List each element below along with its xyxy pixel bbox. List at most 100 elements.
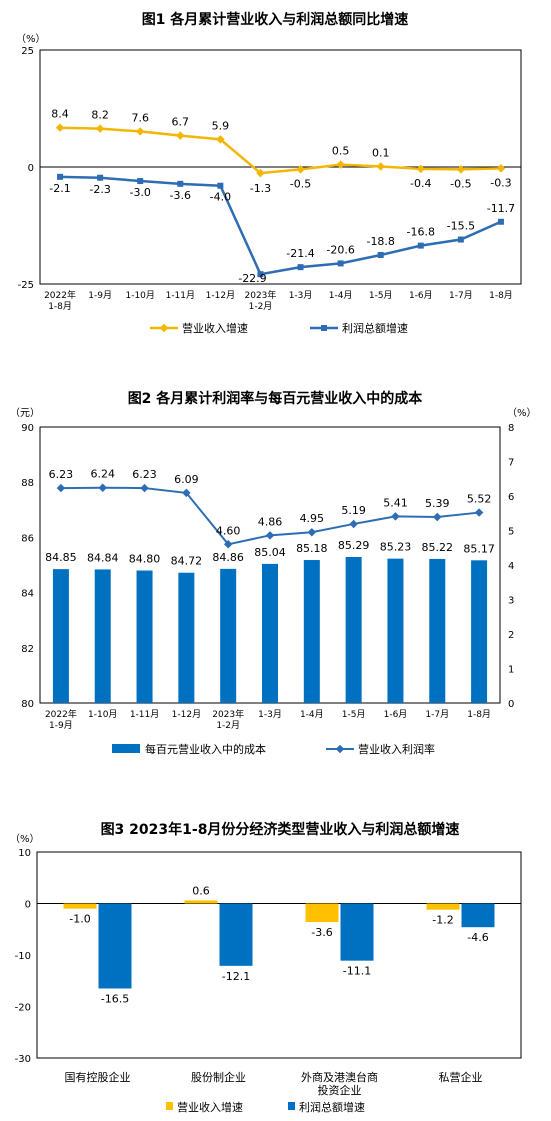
chart1-data-label: -0.5 [290, 177, 311, 190]
chart1-point [57, 173, 64, 180]
chart1-legend-marker [321, 325, 327, 331]
chart2-bar [136, 570, 153, 703]
chart2-x-tick: 1-10月 [88, 709, 117, 720]
chart1-x-tick: 1-10月 [125, 290, 154, 301]
chart2-bar [345, 556, 362, 703]
chart2-y-tick-right: 6 [508, 492, 514, 503]
chart1-legend-marker [159, 323, 169, 333]
chart1-data-label: 7.6 [131, 111, 149, 124]
chart1-data-label: 6.7 [172, 116, 190, 129]
chart1-data-label: -2.1 [49, 182, 70, 195]
chart1-point [337, 260, 344, 267]
chart1-x-tick: 1-5月 [369, 290, 393, 301]
chart2-bar [178, 572, 195, 703]
chart3-economic-type-growth: 图3 2023年1-8月份分经济类型营业收入与利润总额增速 （%） 10 0 -10 -2… [10, 821, 522, 1114]
chart1-data-label: -4.0 [210, 191, 231, 204]
chart3-bar-label: -11.1 [343, 965, 371, 978]
chart2-bar-label: 84.85 [45, 551, 77, 564]
chart1-y-tick: -25 [18, 280, 34, 291]
chart2-y-tick-left: 86 [21, 533, 34, 544]
chart2-line-point [307, 527, 317, 537]
chart3-y-unit: （%） [10, 833, 40, 845]
chart1-x-tick: 1-11月 [166, 290, 195, 301]
chart3-legend-label: 营业收入增速 [177, 1100, 243, 1114]
chart2-y-tick-right: 3 [508, 596, 514, 607]
chart2-line-label: 6.23 [132, 468, 157, 481]
chart1-point [456, 165, 466, 174]
chart1-point [95, 124, 105, 133]
chart2-bar-label: 85.17 [463, 542, 495, 555]
chart3-x-tick: 股份制企业 [191, 1070, 246, 1084]
chart2-bar-label: 85.29 [338, 539, 370, 552]
chart2-y-tick-left: 82 [21, 644, 34, 655]
chart1-data-label: -22.9 [238, 272, 266, 285]
chart3-y-tick: -30 [15, 1054, 31, 1065]
chart3-y-tick: -10 [15, 951, 31, 962]
chart2-bar [387, 558, 404, 703]
chart2-line-label: 5.52 [467, 493, 492, 506]
chart1-point [376, 162, 385, 171]
chart1-point [216, 135, 225, 144]
chart1-data-label: 8.2 [91, 109, 109, 122]
chart1-x-tick: 1-6月 [409, 290, 433, 301]
chart1-x-tick: 1-3月 [289, 290, 313, 301]
chart2-y-tick-left: 90 [21, 423, 34, 434]
chart2-x-tick: 1-12月 [172, 709, 201, 720]
chart2-x-tick: 1-11月 [130, 709, 159, 720]
chart2-y-tick-right: 2 [508, 630, 514, 641]
chart2-line-point [349, 519, 358, 529]
chart1-x-tick: 1-12月 [206, 290, 235, 301]
chart1-title: 图1 各月累计营业收入与利润总额同比增速 [142, 11, 409, 28]
chart2-line-point [98, 483, 107, 492]
chart2-line-label: 6.23 [49, 468, 74, 481]
chart1-data-label: -1.3 [250, 182, 271, 195]
chart1-point [177, 180, 184, 187]
chart2-bar [52, 569, 69, 703]
chart2-x-tick: 2023年 [212, 708, 244, 720]
chart2-line-point [140, 483, 149, 493]
chart3-bar-label: -16.5 [101, 992, 129, 1005]
chart2-bar-label: 85.04 [254, 546, 286, 559]
chart1-revenue-profit-growth: 图1 各月累计营业收入与利润总额同比增速（%）250-252022年1-8月1-… [16, 11, 522, 335]
chart2-x-tick: 1-3月 [258, 709, 282, 720]
chart1-data-label: 0.1 [372, 147, 390, 160]
chart1-data-label: -11.7 [487, 202, 515, 215]
chart1-point [97, 174, 104, 181]
chart3-bar-label: -3.6 [311, 926, 332, 939]
chart2-line-label: 5.19 [341, 504, 366, 517]
chart2-y-tick-right: 8 [508, 423, 514, 434]
chart2-bar-label: 84.84 [87, 551, 119, 564]
chart2-y-unit-left: （元） [10, 407, 40, 419]
chart2-bar [220, 568, 237, 703]
chart3-y-tick: 0 [25, 900, 31, 911]
chart1-point [417, 242, 424, 249]
chart3-legend-label: 利润总额增速 [299, 1100, 365, 1114]
chart2-bar [471, 560, 488, 703]
chart1-data-label: -0.4 [410, 177, 431, 190]
chart1-data-label: -18.8 [366, 235, 394, 248]
chart1-x-tick: 1-2月 [249, 301, 273, 312]
chart2-line-label: 4.86 [258, 515, 283, 528]
chart2-legend-bar-swatch [112, 744, 140, 753]
chart1-legend-label: 营业收入增速 [182, 321, 248, 335]
chart3-bar [426, 903, 460, 910]
chart3-bar [63, 903, 97, 909]
chart3-y-tick: -20 [15, 1003, 31, 1014]
chart2-line-label: 5.41 [383, 496, 408, 509]
chart1-data-label: -0.5 [450, 177, 471, 190]
chart2-y-tick-right: 4 [508, 561, 514, 572]
chart2-bar-label: 84.72 [171, 555, 203, 568]
chart2-line-point [433, 512, 442, 522]
chart2-bar-label: 85.18 [296, 542, 328, 555]
chart2-y-tick-left: 84 [21, 589, 34, 600]
chart1-y-tick: 0 [28, 163, 34, 174]
chart1-point [217, 182, 224, 189]
chart2-x-tick: 1-2月 [216, 720, 240, 731]
chart3-x-tick: 投资企业 [318, 1083, 362, 1097]
chart1-x-tick: 1-9月 [88, 290, 112, 301]
chart2-y-tick-right: 1 [508, 665, 514, 676]
chart1-point [416, 164, 426, 174]
chart3-bar [305, 903, 339, 923]
chart1-data-label: -2.3 [89, 183, 110, 196]
